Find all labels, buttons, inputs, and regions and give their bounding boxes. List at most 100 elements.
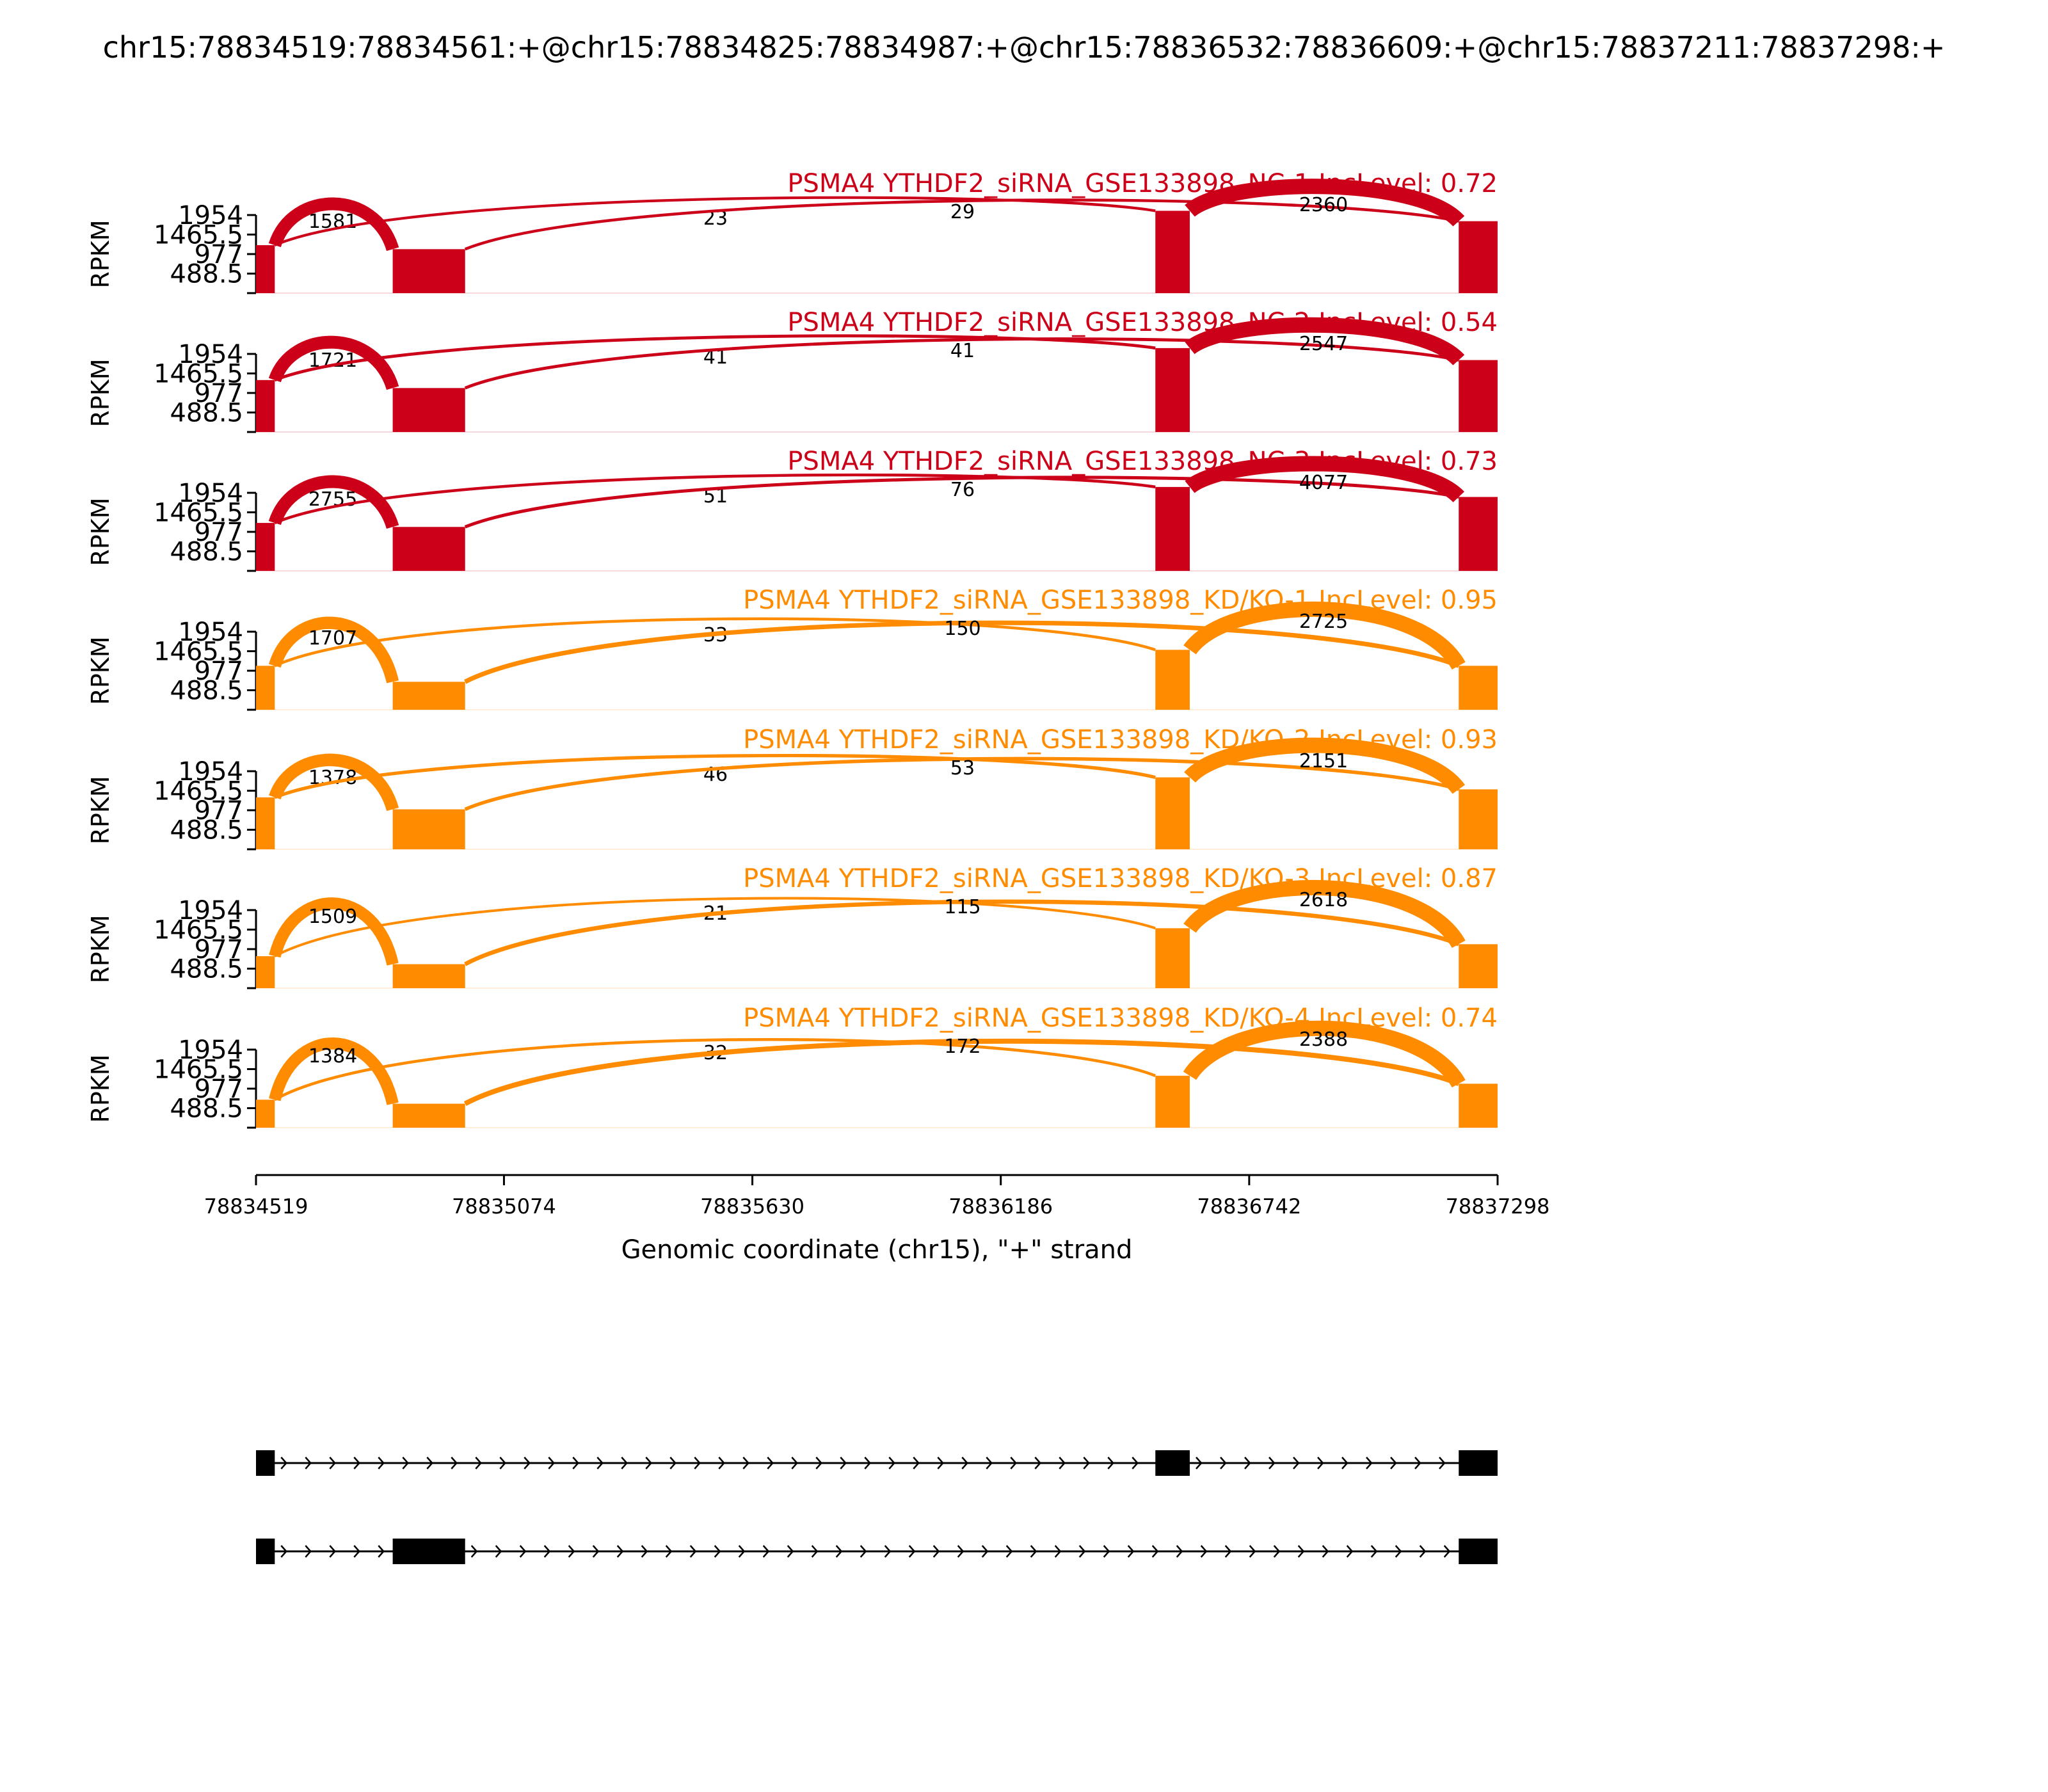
strand-arrow [1366, 1457, 1373, 1469]
y-tick-label: 488.5 [170, 676, 243, 706]
strand-arrow [835, 1545, 843, 1558]
strand-arrow [1176, 1545, 1183, 1558]
junction-arc [464, 476, 1459, 529]
sashimi-panels: PSMA4 YTHDF2_siRNA_GSE133898_NC-1 IncLev… [86, 169, 1498, 1129]
junction-count-label: 1509 [308, 906, 357, 928]
junction-arc [274, 897, 1156, 957]
strand-arrow [932, 1545, 940, 1558]
coverage-block [392, 964, 465, 988]
y-tick-label: 1954 [178, 1036, 243, 1065]
coverage-block [256, 245, 275, 293]
x-tick-label: 78836186 [948, 1194, 1053, 1219]
strand-arrow [596, 1457, 604, 1469]
junction-count-label: 115 [944, 896, 980, 918]
y-tick-label: 488.5 [170, 816, 243, 845]
strand-arrow [495, 1545, 502, 1558]
y-tick-label: 1954 [178, 896, 243, 925]
strand-arrow [961, 1457, 968, 1469]
sashimi-panel: PSMA4 YTHDF2_siRNA_GSE133898_NC-2 IncLev… [86, 308, 1498, 433]
y-tick-label: 977 [195, 518, 243, 547]
y-tick-label: 977 [195, 657, 243, 686]
y-tick-label: 1465.5 [154, 499, 243, 528]
junction-arc [274, 617, 1156, 668]
coverage-block [392, 809, 465, 849]
strand-arrow [1273, 1545, 1281, 1558]
y-axis-label: RPKM [86, 358, 115, 427]
junction-arc [1183, 879, 1466, 948]
strand-arrow [1322, 1545, 1329, 1558]
x-tick-label: 78835630 [700, 1194, 804, 1219]
exon-block [1155, 1450, 1190, 1476]
strand-arrow [694, 1457, 701, 1469]
strand-arrow [280, 1545, 287, 1558]
strand-arrow [543, 1545, 551, 1558]
sashimi-panel: PSMA4 YTHDF2_siRNA_GSE133898_KD/KO-4 Inc… [86, 1004, 1498, 1129]
strand-arrow [616, 1545, 624, 1558]
junction-arc [1185, 179, 1465, 227]
strand-arrow [1224, 1545, 1232, 1558]
y-axis-label: RPKM [86, 915, 115, 983]
strand-arrow [1395, 1545, 1402, 1558]
coverage-block [1155, 486, 1190, 571]
strand-arrow [908, 1545, 916, 1558]
sashimi-panel: PSMA4 YTHDF2_siRNA_GSE133898_NC-1 IncLev… [86, 169, 1498, 294]
y-axis-label: RPKM [86, 220, 115, 288]
junction-count-label: 2151 [1299, 750, 1348, 772]
junction-count-label: 2547 [1299, 333, 1348, 355]
strand-arrow [451, 1457, 458, 1469]
strand-arrow [1414, 1457, 1421, 1469]
exon-block [1459, 1450, 1498, 1476]
y-tick-label: 1954 [178, 757, 243, 787]
coverage-block [1459, 221, 1498, 293]
strand-arrow [811, 1545, 819, 1558]
exon-block [256, 1539, 275, 1564]
x-tick-label: 78837298 [1446, 1194, 1550, 1219]
junction-arc [464, 756, 1460, 812]
y-tick-label: 488.5 [170, 955, 243, 984]
junction-count-label: 29 [950, 201, 975, 223]
sashimi-panel: PSMA4 YTHDF2_siRNA_GSE133898_KD/KO-1 Inc… [86, 586, 1498, 711]
strand-arrow [641, 1545, 648, 1558]
strand-arrow [1059, 1457, 1066, 1469]
strand-arrow [1083, 1457, 1090, 1469]
junction-arc [269, 1037, 399, 1105]
sashimi-panel: PSMA4 YTHDF2_siRNA_GSE133898_KD/KO-2 Inc… [86, 725, 1498, 851]
isoform-track [256, 1539, 1498, 1564]
y-tick-label: 1465.5 [154, 1055, 243, 1085]
strand-arrow [1078, 1545, 1086, 1558]
junction-count-label: 172 [944, 1036, 980, 1058]
x-tick-label: 78836742 [1197, 1194, 1301, 1219]
strand-arrow [742, 1457, 749, 1469]
x-axis: 78834519 78835074 78835630 78836186 78836742… [204, 1174, 1550, 1219]
junction-arc [1184, 737, 1466, 794]
strand-arrow [767, 1457, 774, 1469]
coverage-block [256, 956, 275, 988]
junction-count-label: 2360 [1299, 194, 1348, 216]
exon-block [392, 1539, 465, 1564]
strand-arrow [815, 1457, 822, 1469]
junction-arc [268, 335, 399, 390]
strand-arrow [937, 1457, 944, 1469]
strand-arrow [1127, 1545, 1135, 1558]
strand-arrow [665, 1545, 673, 1558]
coverage-block [392, 249, 465, 293]
junction-arc [464, 620, 1460, 684]
strand-arrow [762, 1545, 770, 1558]
strand-arrow [645, 1457, 652, 1469]
strand-arrow [1370, 1545, 1378, 1558]
strand-arrow [568, 1545, 575, 1558]
y-tick-label: 488.5 [170, 399, 243, 428]
junction-count-label: 4077 [1299, 472, 1348, 494]
junction-arc [464, 899, 1460, 966]
coverage-block [256, 523, 275, 571]
junction-arc [1185, 317, 1465, 366]
strand-arrow [1132, 1457, 1139, 1469]
strand-arrow [913, 1457, 920, 1469]
strand-arrow [1220, 1457, 1227, 1469]
strand-arrow [1030, 1545, 1037, 1558]
coverage-block [392, 388, 465, 432]
y-tick-label: 977 [195, 796, 243, 826]
strand-arrow [329, 1457, 336, 1469]
exon-block [1459, 1539, 1498, 1564]
strand-arrow [621, 1457, 628, 1469]
